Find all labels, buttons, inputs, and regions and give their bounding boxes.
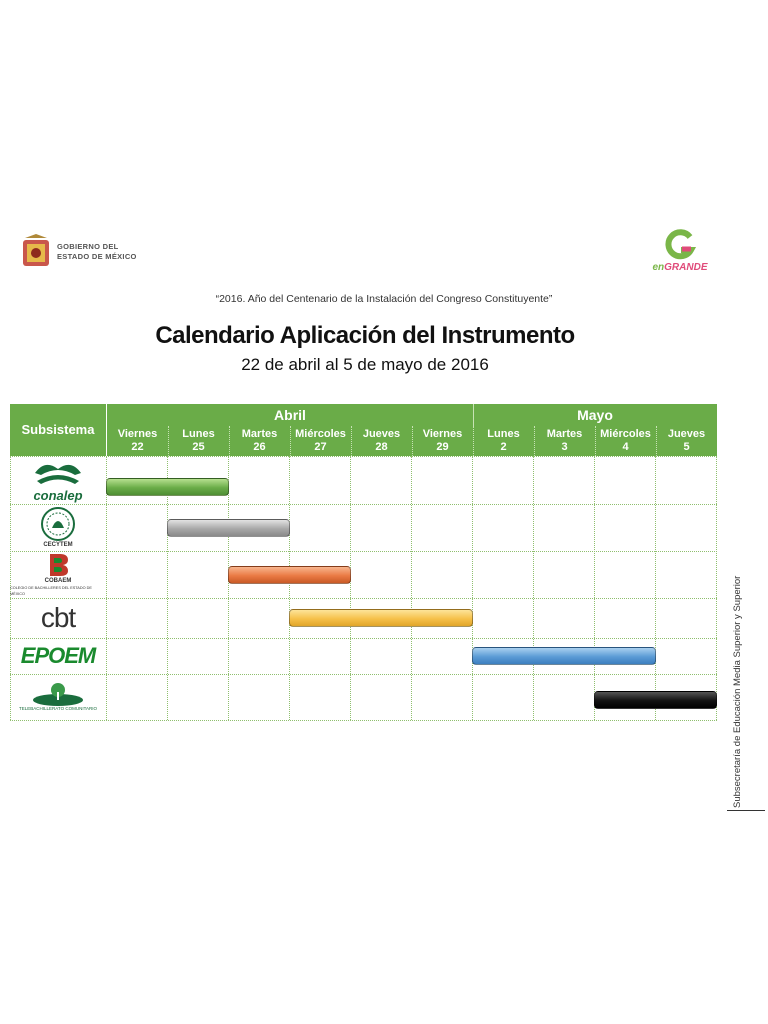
- day-separator: [656, 426, 657, 456]
- grid-line-horizontal: [10, 598, 717, 599]
- page-subtitle: 22 de abril al 5 de mayo de 2016: [241, 355, 489, 374]
- day-header: Martes 3: [534, 426, 595, 456]
- grid-line-horizontal: [10, 638, 717, 639]
- day-separator: [412, 426, 413, 456]
- day-weekday: Viernes: [117, 428, 158, 440]
- grid-line-vertical: [106, 456, 107, 720]
- epoem-label: EPOEM: [20, 643, 96, 668]
- grid-line-vertical: [655, 456, 656, 720]
- day-header: Miércoles 4: [595, 426, 656, 456]
- grid-line-horizontal: [10, 720, 717, 721]
- day-number: 28: [375, 441, 388, 453]
- grid-line-vertical: [350, 456, 351, 720]
- day-weekday: Viernes: [422, 428, 463, 440]
- brand-prefix: en: [652, 262, 665, 273]
- gobierno-logo: GOBIERNO DEL ESTADO DE MÉXICO: [21, 232, 151, 272]
- telebachillerato-tree-icon: [33, 683, 83, 706]
- day-separator: [168, 426, 169, 456]
- day-number: 4: [622, 441, 629, 453]
- logo-conalep: conalep: [10, 458, 106, 504]
- cobaem-label: COBAEM: [44, 578, 72, 584]
- side-caption-text: Subsecretaría de Educación Media Superio…: [732, 575, 743, 808]
- logo-telebachillerato: TELEBACHILLERATO COMUNITARIO: [10, 674, 106, 720]
- day-weekday: Lunes: [182, 428, 215, 440]
- motto: “2016. Año del Centenario de la Instalac…: [215, 293, 553, 305]
- cobaem-sub-label: COLEGIO DE BACHILLERES DEL ESTADO DE MÉX…: [10, 586, 92, 596]
- schedule-bar: [289, 609, 473, 627]
- day-header: Miércoles 27: [290, 426, 351, 456]
- day-separator: [534, 426, 535, 456]
- grid-line-vertical: [472, 456, 473, 720]
- schedule-bar: [167, 519, 290, 537]
- grid-line-horizontal: [10, 674, 717, 675]
- day-separator: [290, 426, 291, 456]
- grid-line-horizontal: [10, 504, 717, 505]
- day-weekday: Lunes: [487, 428, 520, 440]
- day-number: 3: [561, 441, 568, 453]
- logo-cobaem: COBAEM COLEGIO DE BACHILLERES DEL ESTADO…: [10, 551, 106, 598]
- side-divider: [727, 810, 765, 811]
- day-number: 29: [436, 441, 449, 453]
- day-header: Lunes 2: [473, 426, 534, 456]
- conalep-icon: [35, 464, 81, 484]
- logo-epoem: EPOEM: [10, 638, 106, 674]
- day-weekday: Jueves: [362, 428, 401, 440]
- day-header: Viernes 22: [107, 426, 168, 456]
- grid-line-vertical: [411, 456, 412, 720]
- day-number: 2: [500, 441, 507, 453]
- g-letter-icon: [665, 229, 697, 260]
- schedule-bar: [106, 478, 229, 496]
- day-separator: [351, 426, 352, 456]
- day-header: Martes 26: [229, 426, 290, 456]
- conalep-label: conalep: [33, 487, 83, 503]
- grid-line-vertical: [533, 456, 534, 720]
- day-number: 26: [253, 441, 266, 453]
- day-weekday: Martes: [241, 428, 278, 440]
- grid-line-vertical: [716, 456, 717, 720]
- logo-cecytem: CECYTEM: [10, 504, 106, 551]
- day-weekday: Jueves: [667, 428, 706, 440]
- subsystem-header: Subsistema: [10, 404, 106, 456]
- day-number: 22: [131, 441, 144, 453]
- logo-cbt: cbt: [10, 598, 106, 638]
- day-header: Jueves 28: [351, 426, 412, 456]
- day-weekday: Miércoles: [295, 428, 346, 440]
- day-number: 27: [314, 441, 327, 453]
- grid-line-vertical: [167, 456, 168, 720]
- month-header-mayo: Mayo: [473, 404, 717, 426]
- day-weekday: Martes: [546, 428, 583, 440]
- cbt-label: cbt: [40, 602, 76, 633]
- cecytem-seal-icon: [41, 507, 75, 541]
- grid-line-vertical: [289, 456, 290, 720]
- month-header-abril: Abril: [107, 404, 473, 426]
- day-separator: [473, 426, 474, 456]
- calendar-table: Subsistema Abril Mayo Viernes 22 Lunes 25 Mar…: [10, 404, 717, 721]
- telebachillerato-label: TELEBACHILLERATO COMUNITARIO: [18, 706, 97, 711]
- day-number: 5: [683, 441, 690, 453]
- gov-line1: GOBIERNO DEL: [57, 242, 119, 251]
- schedule-bar: [594, 691, 717, 709]
- schedule-bar: [228, 566, 351, 584]
- gov-line2: ESTADO DE MÉXICO: [57, 252, 137, 261]
- day-header: Viernes 29: [412, 426, 473, 456]
- grid-line-horizontal: [10, 456, 717, 457]
- brand-word: GRANDE: [664, 262, 708, 273]
- day-header: Lunes 25: [168, 426, 229, 456]
- day-weekday: Miércoles: [600, 428, 651, 440]
- day-separator: [595, 426, 596, 456]
- page-title: Calendario Aplicación del Instrumento: [155, 322, 575, 349]
- cobaem-icon: [50, 554, 68, 576]
- grid-line-vertical: [228, 456, 229, 720]
- day-number: 25: [192, 441, 205, 453]
- day-header: Jueves 5: [656, 426, 717, 456]
- grid-line-vertical: [10, 456, 11, 720]
- day-separator: [229, 426, 230, 456]
- cecytem-label: CECYTEM: [43, 542, 73, 548]
- engrande-logo: enGRANDE: [648, 228, 712, 280]
- grid-line-vertical: [594, 456, 595, 720]
- side-caption: Subsecretaría de Educación Media Superio…: [730, 548, 748, 808]
- schedule-bar: [472, 647, 656, 665]
- state-crest-icon: [21, 234, 51, 270]
- grid-line-horizontal: [10, 551, 717, 552]
